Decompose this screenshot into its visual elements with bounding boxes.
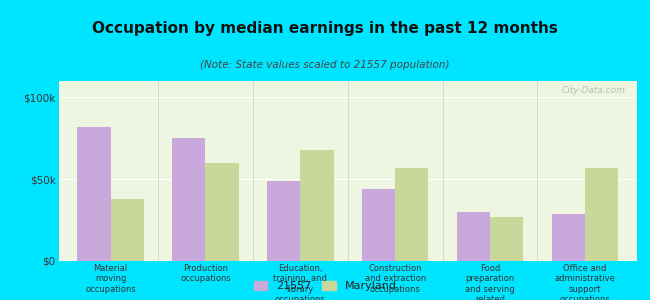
Legend: 21557, Maryland: 21557, Maryland — [254, 281, 396, 291]
Text: (Note: State values scaled to 21557 population): (Note: State values scaled to 21557 popu… — [200, 60, 450, 70]
Bar — [585, 168, 618, 261]
Bar — [77, 127, 110, 261]
Bar — [205, 163, 239, 261]
Bar — [552, 214, 585, 261]
Bar — [300, 150, 333, 261]
Text: Occupation by median earnings in the past 12 months: Occupation by median earnings in the pas… — [92, 21, 558, 36]
Bar — [395, 168, 428, 261]
Text: City-Data.com: City-Data.com — [562, 86, 625, 95]
Bar — [362, 189, 395, 261]
Bar — [457, 212, 490, 261]
Bar — [490, 217, 523, 261]
Bar — [111, 199, 144, 261]
Bar — [267, 181, 300, 261]
Bar — [172, 138, 205, 261]
